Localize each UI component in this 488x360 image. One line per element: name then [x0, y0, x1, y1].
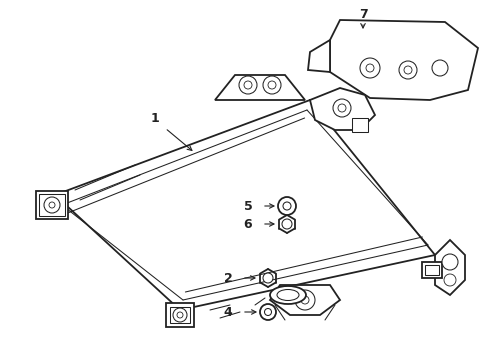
- Polygon shape: [434, 240, 464, 295]
- Circle shape: [264, 309, 271, 315]
- Circle shape: [283, 202, 290, 210]
- Circle shape: [173, 308, 186, 322]
- Circle shape: [332, 99, 350, 117]
- Circle shape: [301, 296, 308, 304]
- Circle shape: [177, 312, 183, 318]
- FancyBboxPatch shape: [170, 307, 190, 323]
- FancyBboxPatch shape: [421, 262, 441, 278]
- Circle shape: [443, 274, 455, 286]
- Circle shape: [263, 76, 281, 94]
- Text: 7: 7: [358, 8, 366, 21]
- Circle shape: [398, 61, 416, 79]
- Circle shape: [282, 219, 291, 229]
- Polygon shape: [307, 40, 329, 72]
- Circle shape: [260, 304, 275, 320]
- Ellipse shape: [269, 286, 305, 304]
- Polygon shape: [329, 20, 477, 100]
- Circle shape: [365, 64, 373, 72]
- Circle shape: [359, 58, 379, 78]
- Text: 5: 5: [243, 199, 252, 212]
- Circle shape: [49, 202, 55, 208]
- Text: 2: 2: [223, 271, 232, 284]
- Text: 1: 1: [150, 112, 159, 125]
- FancyBboxPatch shape: [424, 265, 438, 275]
- Polygon shape: [269, 285, 339, 315]
- FancyBboxPatch shape: [36, 191, 68, 219]
- Circle shape: [239, 76, 257, 94]
- Circle shape: [441, 254, 457, 270]
- Ellipse shape: [276, 289, 298, 301]
- FancyBboxPatch shape: [165, 303, 194, 327]
- Circle shape: [244, 81, 251, 89]
- Polygon shape: [309, 88, 374, 130]
- FancyBboxPatch shape: [39, 194, 65, 216]
- Circle shape: [263, 273, 272, 283]
- Circle shape: [337, 104, 346, 112]
- Circle shape: [294, 290, 314, 310]
- FancyBboxPatch shape: [351, 118, 367, 132]
- Circle shape: [267, 81, 275, 89]
- Circle shape: [44, 197, 60, 213]
- Circle shape: [431, 60, 447, 76]
- Polygon shape: [215, 75, 305, 100]
- Text: 6: 6: [243, 217, 252, 230]
- Circle shape: [403, 66, 411, 74]
- Circle shape: [278, 197, 295, 215]
- Text: 4: 4: [223, 306, 232, 319]
- Text: 3: 3: [307, 288, 316, 302]
